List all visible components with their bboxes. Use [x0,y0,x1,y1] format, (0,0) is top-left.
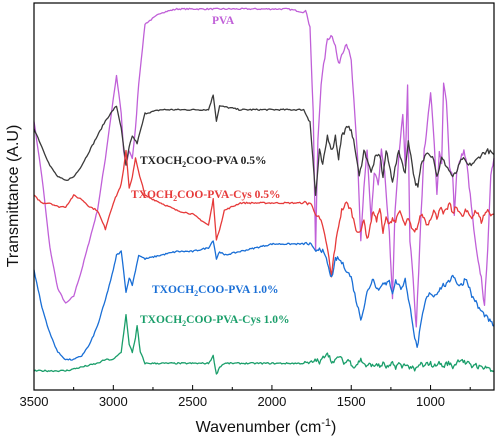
y-axis-title: Transmittance (A.U) [5,125,22,268]
label-txo-pva-cys-10-sub: 2 [182,319,186,328]
label-txo-pva-10-sub: 2 [194,289,198,298]
x-axis-title-sup: -1 [321,417,331,429]
x-tick-label-1000: 1000 [416,394,445,409]
x-axis-title: Wavenumber (cm-1) [196,417,337,436]
label-txo-pva-cys-05: TXOCH2COO-PVA-Cys 0.5% [131,189,280,203]
label-txo-pva-05-main: TXOCH [140,155,182,167]
x-tick-label-3000: 3000 [99,394,128,409]
series-line-2 [33,149,494,278]
label-txo-pva-05-rest: COO-PVA 0.5% [186,155,266,167]
x-tick-label-2000: 2000 [257,394,286,409]
x-axis-title-close: ) [331,419,336,436]
label-pva: PVA [212,15,235,27]
x-tick-label-1500: 1500 [337,394,366,409]
x-tick-label-3500: 3500 [20,394,49,409]
series-line-0 [33,7,495,328]
x-tick-label-2500: 2500 [178,394,207,409]
label-txo-pva-10: TXOCH2COO-PVA 1.0% [152,284,278,298]
plot-frame [33,2,495,391]
label-txo-pva-cys-10-rest: COO-PVA-Cys 1.0% [186,314,289,326]
label-txo-pva-05-sub: 2 [182,160,186,169]
label-txo-pva-cys-05-sub: 2 [173,194,177,203]
series-line-3 [33,240,495,361]
label-txo-pva-10-main: TXOCH [152,284,194,296]
label-txo-pva-cys-05-rest: COO-PVA-Cys 0.5% [177,189,280,201]
label-txo-pva-cys-10-main: TXOCH [140,314,182,326]
x-axis-title-main: Wavenumber (cm [196,419,322,436]
x-axis-ticks [33,385,471,390]
label-txo-pva-cys-10: TXOCH2COO-PVA-Cys 1.0% [140,314,289,328]
series-line-1 [33,94,495,196]
label-txo-pva-cys-05-main: TXOCH [131,189,173,201]
label-txo-pva-05: TXOCH2COO-PVA 0.5% [140,155,266,169]
series-lines [33,7,495,375]
label-txo-pva-10-rest: COO-PVA 1.0% [198,284,278,296]
series-line-4 [33,313,495,375]
